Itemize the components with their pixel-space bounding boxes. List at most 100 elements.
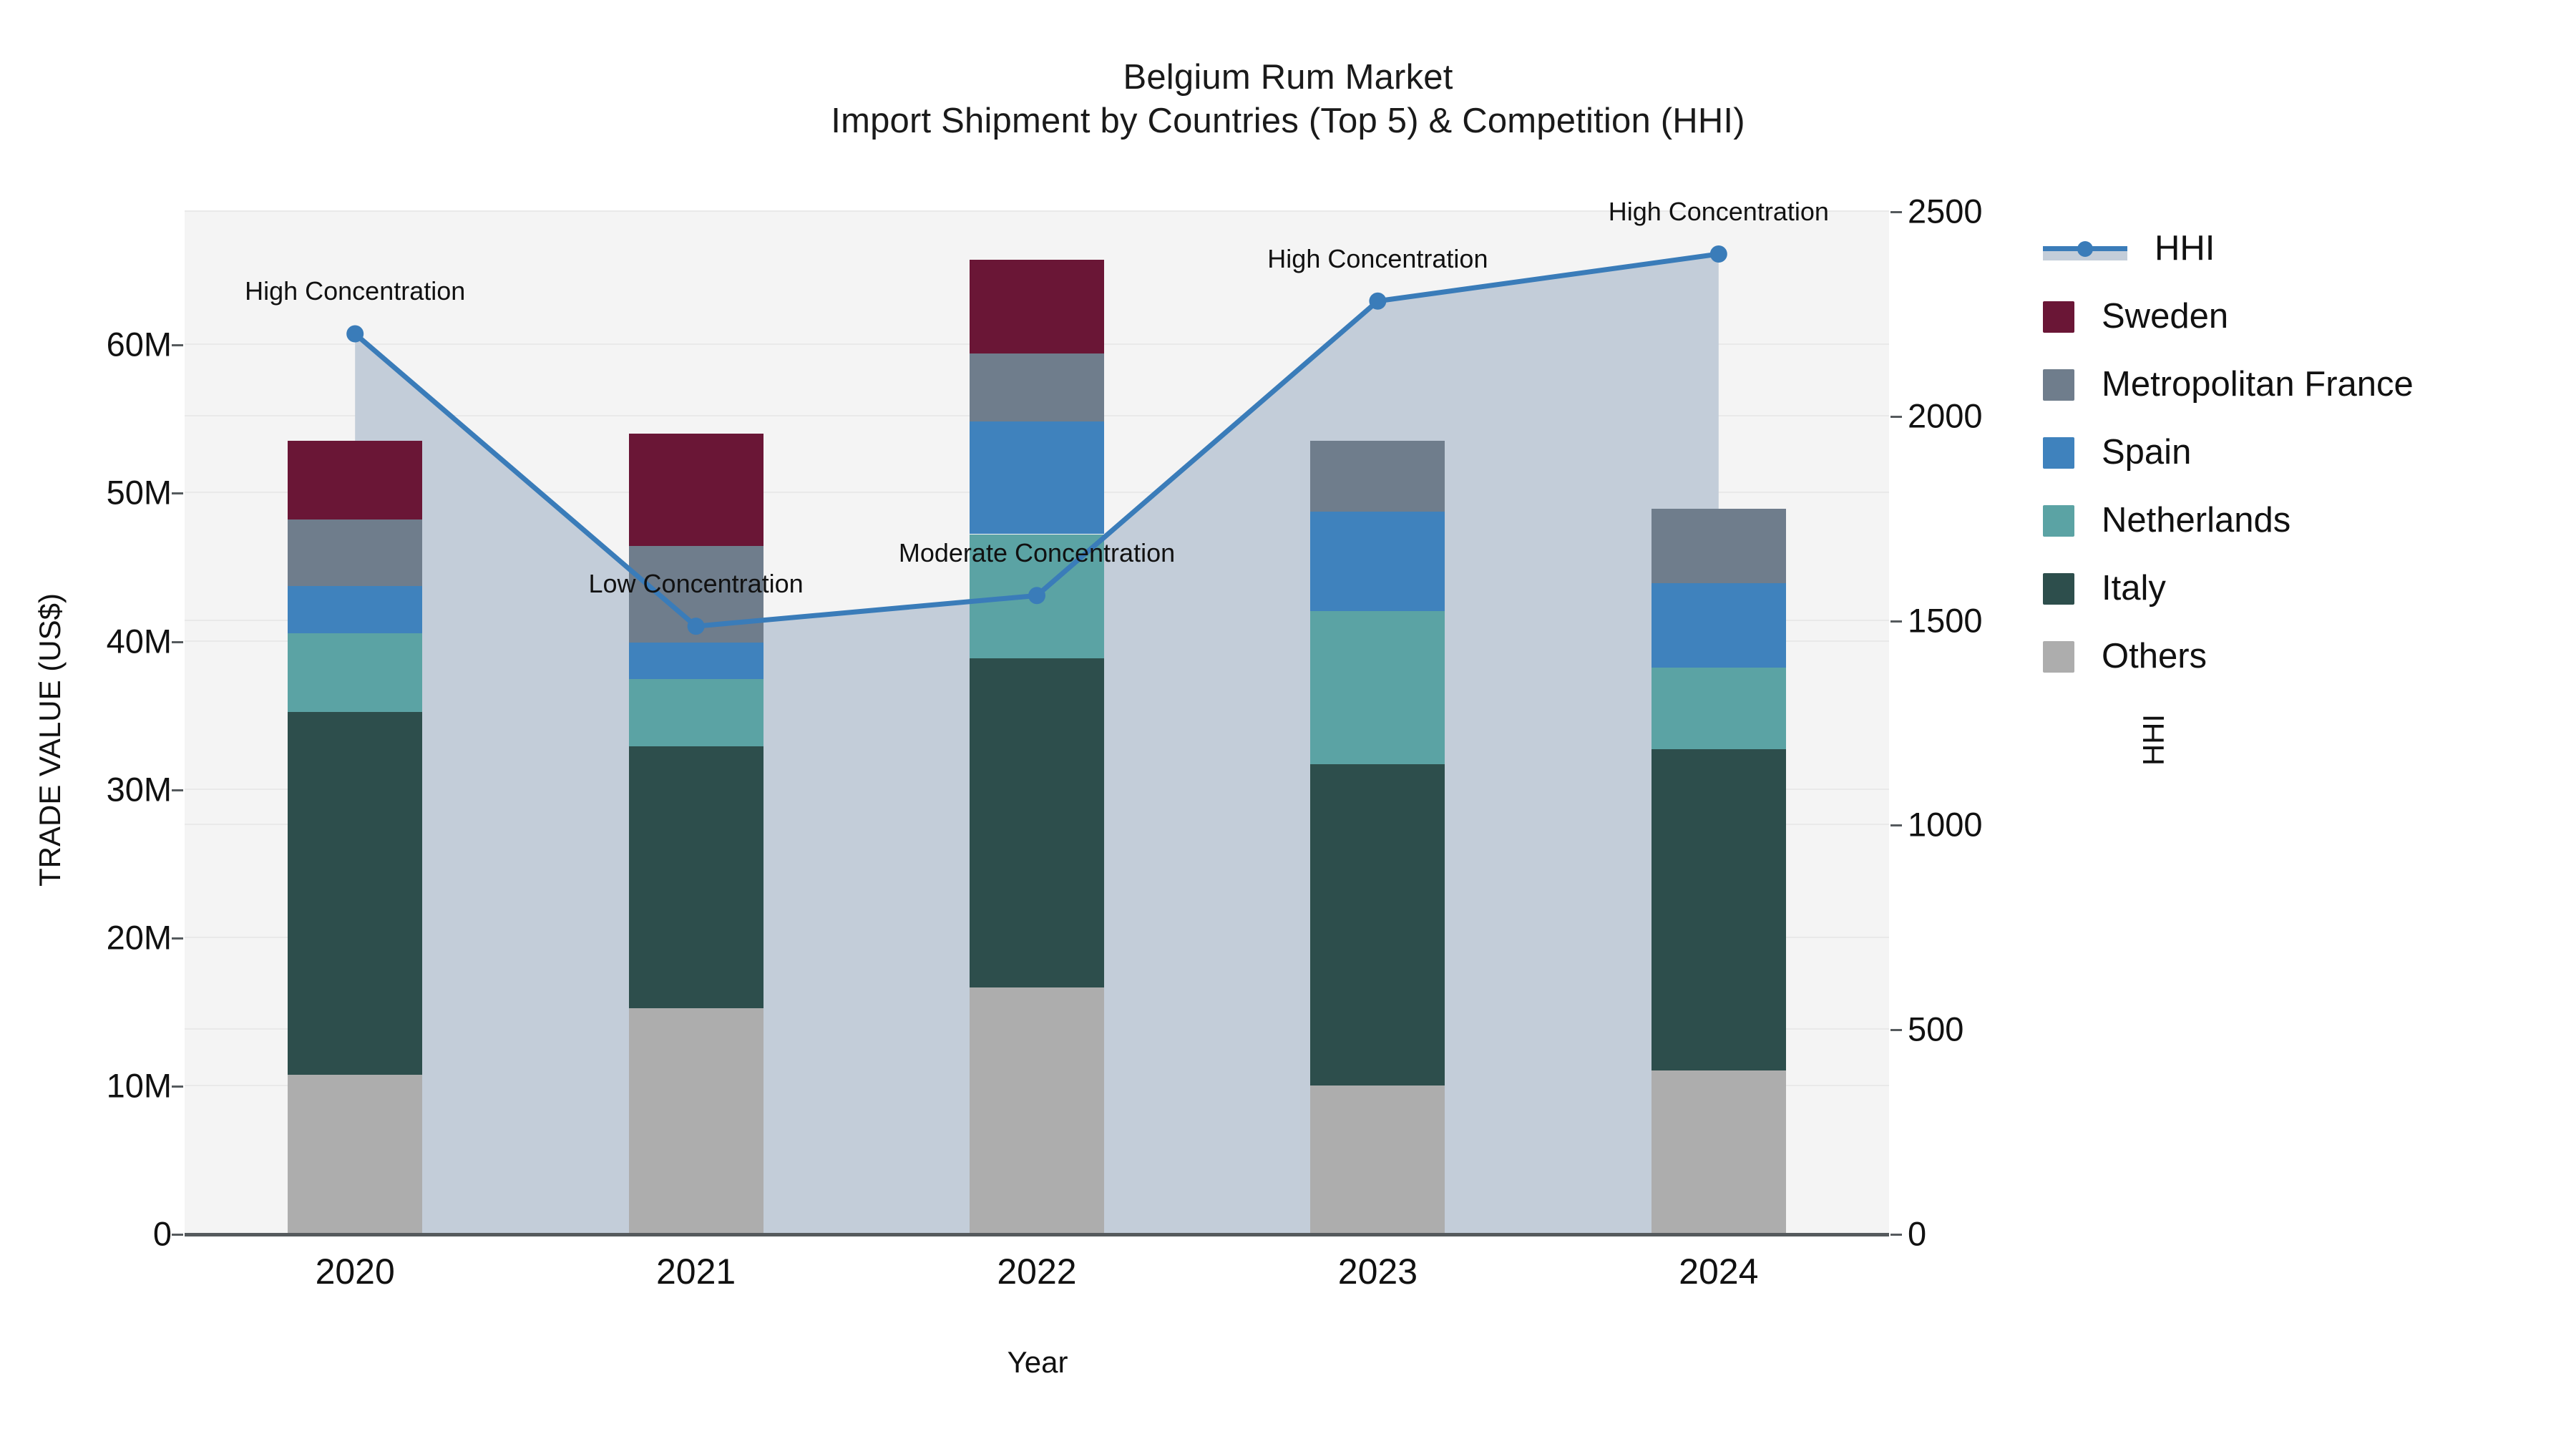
- hhi-marker[interactable]: [1709, 245, 1727, 263]
- legend-item-label: Spain: [2102, 433, 2192, 472]
- bar-segment[interactable]: [288, 712, 423, 1075]
- hhi-polyline: [353, 251, 1719, 629]
- x-axis-tick-label: 2023: [1337, 1252, 1418, 1292]
- hhi-marker[interactable]: [687, 618, 705, 635]
- legend-swatch: [2043, 640, 2074, 673]
- hhi-marker[interactable]: [1028, 587, 1045, 605]
- bar-segment[interactable]: [970, 987, 1104, 1234]
- bar-segment[interactable]: [1310, 512, 1445, 612]
- concentration-annotation: Moderate Concentration: [898, 538, 1176, 568]
- y2-axis-tick-label: 2000: [1908, 396, 1983, 435]
- legend-item-label: Sweden: [2102, 297, 2229, 336]
- y2-axis-tick-mark: [1890, 620, 1902, 623]
- y2-axis-tick-mark: [1890, 1029, 1902, 1032]
- plot-area: [185, 210, 1889, 1234]
- y2-axis-tick-mark: [1890, 1234, 1902, 1236]
- y-axis-tick-label: 0: [152, 1214, 172, 1253]
- chart-title-block: Belgium Rum Market Import Shipment by Co…: [0, 56, 2576, 143]
- bar-segment[interactable]: [1310, 611, 1445, 764]
- x-axis-label: Year: [1007, 1345, 1068, 1379]
- y2-axis-tick-mark: [1890, 824, 1902, 827]
- bar-segment[interactable]: [1310, 1085, 1445, 1234]
- chart-legend: HHI Sweden Metropolitan France Spain Netherl…: [2043, 215, 2558, 691]
- bar-segment[interactable]: [1310, 763, 1445, 1085]
- bar-segment[interactable]: [970, 658, 1104, 988]
- legend-item-label: Italy: [2102, 569, 2166, 608]
- legend-item[interactable]: Others: [2043, 623, 2558, 691]
- y-axis-tick-label: 30M: [106, 770, 172, 809]
- bar-segment[interactable]: [628, 642, 763, 680]
- y2-axis-tick-label: 0: [1908, 1214, 1927, 1253]
- bar-stack[interactable]: [970, 260, 1104, 1234]
- bar-segment[interactable]: [628, 746, 763, 1009]
- bar-segment[interactable]: [1310, 441, 1445, 512]
- bar-segment[interactable]: [628, 433, 763, 547]
- legend-swatch: [2043, 572, 2074, 605]
- y-axis-tick-label: 20M: [106, 918, 172, 957]
- bar-segment[interactable]: [1651, 582, 1786, 668]
- bar-segment[interactable]: [1651, 509, 1786, 583]
- bar-segment[interactable]: [1651, 1070, 1786, 1234]
- y2-axis-tick-mark: [1890, 211, 1902, 213]
- x-axis-tick-label: 2021: [655, 1252, 736, 1292]
- bar-segment[interactable]: [1651, 667, 1786, 749]
- legend-item-label: Netherlands: [2102, 501, 2291, 540]
- legend-item-label: Others: [2102, 637, 2207, 675]
- y2-axis-tick-label: 1000: [1908, 805, 1983, 844]
- bar-segment[interactable]: [288, 1075, 423, 1234]
- legend-swatch: [2043, 369, 2074, 401]
- legend-item-label: Metropolitan France: [2102, 365, 2414, 404]
- bar-segment[interactable]: [970, 421, 1104, 535]
- legend-item[interactable]: Sweden: [2043, 283, 2558, 351]
- x-axis-tick-label: 2020: [315, 1252, 395, 1292]
- y-axis-tick-label: 50M: [106, 473, 172, 512]
- bar-stack[interactable]: [628, 433, 763, 1234]
- y2-axis-tick-label: 500: [1908, 1010, 1964, 1048]
- concentration-annotation: High Concentration: [1267, 243, 1488, 273]
- concentration-annotation: High Concentration: [1608, 197, 1829, 227]
- bar-stack[interactable]: [1651, 509, 1786, 1234]
- y-axis-tick-mark: [172, 344, 183, 347]
- legend-item-label: HHI: [2155, 229, 2215, 268]
- y-axis-tick-mark: [172, 1234, 183, 1236]
- y-axis-tick-label: 60M: [106, 325, 172, 364]
- y-axis-tick-mark: [172, 937, 183, 940]
- y-axis-tick-mark: [172, 492, 183, 495]
- y-axis-tick-label: 10M: [106, 1066, 172, 1105]
- concentration-annotation: High Concentration: [245, 276, 466, 306]
- legend-swatch: [2043, 301, 2074, 333]
- legend-swatch: [2043, 504, 2074, 537]
- bar-segment[interactable]: [628, 679, 763, 746]
- y-axis-tick-label: 40M: [106, 622, 172, 660]
- hhi-line-series: [346, 245, 1727, 635]
- gridline: [185, 210, 1889, 212]
- bar-segment[interactable]: [288, 585, 423, 634]
- legend-item[interactable]: HHI: [2043, 215, 2558, 283]
- x-axis-line: [185, 1233, 1889, 1236]
- y2-axis-tick-mark: [1890, 415, 1902, 418]
- bar-segment[interactable]: [288, 633, 423, 713]
- bar-segment[interactable]: [288, 519, 423, 586]
- concentration-annotation: Low Concentration: [588, 569, 804, 599]
- y-axis-tick-mark: [172, 789, 183, 791]
- hhi-marker[interactable]: [1369, 292, 1387, 310]
- bar-segment[interactable]: [1651, 748, 1786, 1071]
- bar-segment[interactable]: [628, 1008, 763, 1234]
- hhi-marker[interactable]: [346, 325, 364, 343]
- legend-item[interactable]: Metropolitan France: [2043, 351, 2558, 419]
- y-axis-label: TRADE VALUE (US$): [33, 593, 67, 887]
- legend-line-marker: [2043, 233, 2127, 265]
- legend-item[interactable]: Italy: [2043, 555, 2558, 623]
- legend-item[interactable]: Spain: [2043, 419, 2558, 487]
- bar-stack[interactable]: [288, 441, 423, 1234]
- y2-axis-tick-label: 2500: [1908, 192, 1983, 230]
- y-axis-tick-mark: [172, 640, 183, 643]
- y2-axis-tick-label: 1500: [1908, 601, 1983, 640]
- bar-segment[interactable]: [288, 441, 423, 519]
- page-title: Belgium Rum Market: [1123, 58, 1453, 97]
- legend-item[interactable]: Netherlands: [2043, 487, 2558, 555]
- bar-segment[interactable]: [970, 353, 1104, 422]
- bar-segment[interactable]: [970, 260, 1104, 353]
- bar-stack[interactable]: [1310, 441, 1445, 1234]
